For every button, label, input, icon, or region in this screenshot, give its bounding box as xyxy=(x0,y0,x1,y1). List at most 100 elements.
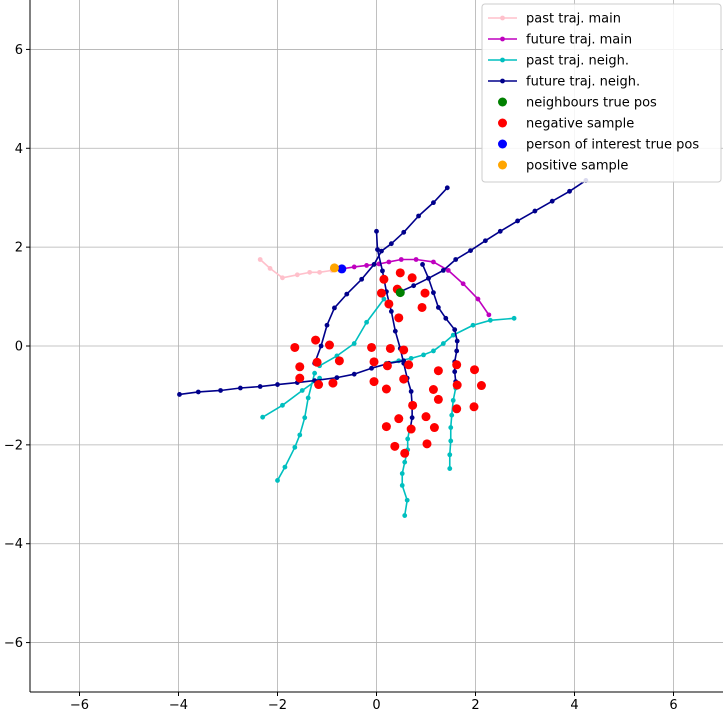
scatter-point xyxy=(390,441,400,451)
series-line-marker xyxy=(324,322,330,328)
series-line-marker xyxy=(351,341,357,346)
scatter-point xyxy=(381,422,391,432)
series-line-marker xyxy=(334,375,340,381)
grid xyxy=(30,0,723,692)
y-tick-label: −2 xyxy=(4,438,23,453)
series-line-marker xyxy=(444,185,450,191)
series-line-marker xyxy=(332,305,337,311)
scatter-point xyxy=(379,274,389,284)
series-line-marker xyxy=(344,291,350,297)
legend-entry: past traj. neigh. xyxy=(488,54,629,69)
series-line-marker xyxy=(369,365,374,371)
series-line-marker xyxy=(364,263,369,268)
x-tick-label: 4 xyxy=(570,698,578,713)
y-tick-label: −6 xyxy=(4,636,23,651)
legend-label: past traj. neigh. xyxy=(526,54,629,69)
series-line-marker xyxy=(280,402,285,408)
scatter-point xyxy=(369,377,379,387)
series-line-marker xyxy=(237,385,243,391)
scatter-point xyxy=(433,366,443,376)
scatter-point xyxy=(400,448,410,458)
series-line-marker xyxy=(305,395,311,401)
legend-label: person of interest true pos xyxy=(526,138,699,153)
series-line-marker xyxy=(364,319,369,325)
series-line-marker xyxy=(257,257,263,262)
series-line-marker xyxy=(379,248,384,254)
axes: −6 −4 −2 0 2 4 6 −6 −4 −2 0 2 4 6 xyxy=(4,0,723,713)
legend-marker-swatch xyxy=(500,15,505,21)
series-line-marker xyxy=(371,262,377,267)
scatter-point xyxy=(395,288,405,298)
series-line-marker xyxy=(475,296,481,302)
series-line-marker xyxy=(402,513,408,518)
scatter-point xyxy=(407,273,417,283)
scatter-point xyxy=(376,288,386,298)
series-line-marker xyxy=(420,262,425,267)
series-line-marker xyxy=(486,312,492,318)
series-line-marker xyxy=(312,370,318,376)
series-line-marker xyxy=(549,198,555,204)
series-line-marker xyxy=(440,267,446,273)
series-line-marker xyxy=(195,389,201,395)
series-line-marker xyxy=(447,466,453,471)
series-line-marker xyxy=(452,327,458,333)
x-tick-label: 2 xyxy=(471,698,479,713)
series-line-marker xyxy=(260,414,266,420)
scatter-point xyxy=(417,302,427,312)
series-line-marker xyxy=(307,269,313,275)
series-line-marker xyxy=(515,218,520,224)
legend-label: past traj. main xyxy=(526,12,621,27)
series-line-marker xyxy=(567,188,572,194)
scatter-point xyxy=(311,335,321,345)
series-line-marker xyxy=(411,283,417,289)
series-line-marker xyxy=(408,389,414,394)
scatter-point xyxy=(404,360,414,370)
y-tick-label: 6 xyxy=(15,43,23,58)
series-line-marker xyxy=(431,259,436,265)
series-line-marker xyxy=(452,369,458,375)
scatter-point xyxy=(422,439,432,449)
series-line-marker xyxy=(398,257,404,262)
series-line-marker xyxy=(374,228,379,234)
y-tick-label: −4 xyxy=(4,537,23,552)
series-line-marker xyxy=(267,265,273,271)
series-line-marker xyxy=(409,415,415,421)
scatter-point xyxy=(367,342,377,352)
series-line-marker xyxy=(257,384,263,389)
x-tick-label: −2 xyxy=(268,698,287,713)
series-line-marker xyxy=(299,388,305,393)
series-line-marker xyxy=(460,281,466,287)
legend-label: positive sample xyxy=(526,159,628,174)
series-line-marker xyxy=(375,247,380,253)
scatter-point xyxy=(452,360,462,370)
series-line-marker xyxy=(511,315,517,321)
series-line-marker xyxy=(381,296,387,302)
scatter-point xyxy=(452,380,462,390)
series-line-marker xyxy=(413,257,419,262)
series-line-marker xyxy=(386,259,392,265)
series-line-marker xyxy=(292,444,298,450)
series-line-marker xyxy=(388,241,394,247)
scatter-point xyxy=(395,268,405,278)
scatter-point xyxy=(381,384,391,394)
legend-entry: person of interest true pos xyxy=(498,138,699,153)
legend-dot-swatch xyxy=(498,160,507,170)
scatter-point xyxy=(324,340,334,350)
legend-marker-swatch xyxy=(500,57,505,63)
series-scatter-group xyxy=(329,263,339,273)
series-line-marker xyxy=(431,348,436,354)
legend-entry: positive sample xyxy=(498,159,628,174)
series-line-marker xyxy=(402,459,408,465)
series-line-marker xyxy=(275,382,280,387)
series-line-marker xyxy=(532,208,538,214)
scatter-point xyxy=(429,423,439,433)
scatter-point xyxy=(295,373,305,383)
legend-dot-swatch xyxy=(498,118,507,128)
series-line-marker xyxy=(297,432,303,438)
scatter-point xyxy=(470,365,480,375)
legend-entry: negative sample xyxy=(498,117,634,132)
series-line-group xyxy=(275,370,318,483)
scatter-point xyxy=(314,380,324,390)
